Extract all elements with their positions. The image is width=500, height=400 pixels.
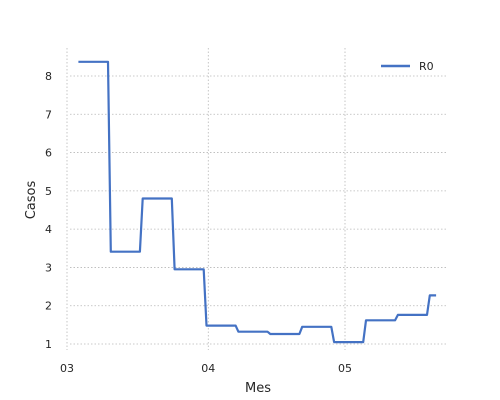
y-axis-title: Casos bbox=[24, 181, 39, 220]
x-tick-label: 04 bbox=[201, 362, 215, 375]
y-tick-label: 1 bbox=[45, 338, 52, 351]
y-tick-label: 6 bbox=[45, 147, 52, 160]
series-line-r0 bbox=[78, 60, 437, 344]
legend: R0 bbox=[381, 60, 434, 73]
y-tick-label: 2 bbox=[45, 300, 52, 313]
tick-label-layer: 1 2 3 4 5 6 7 8 03 04 05 bbox=[45, 70, 352, 375]
x-tick-label: 05 bbox=[338, 362, 352, 375]
y-tick-label: 5 bbox=[45, 185, 52, 198]
grid-layer bbox=[66, 48, 448, 350]
legend-label-r0: R0 bbox=[419, 60, 434, 73]
y-tick-label: 3 bbox=[45, 261, 52, 274]
x-axis-title: Mes bbox=[245, 381, 271, 396]
y-tick-label: 8 bbox=[45, 70, 52, 83]
series-layer bbox=[78, 60, 437, 344]
x-tick-label: 03 bbox=[60, 362, 74, 375]
y-tick-label: 7 bbox=[45, 108, 52, 121]
y-tick-label: 4 bbox=[45, 223, 52, 236]
